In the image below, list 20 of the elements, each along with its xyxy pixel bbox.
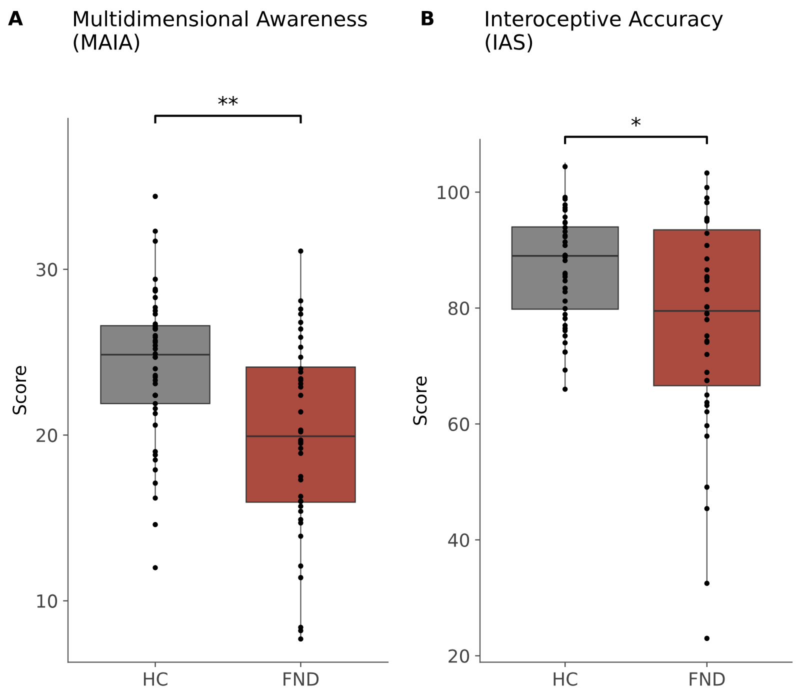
y-tick-label: 40 bbox=[448, 533, 470, 547]
y-tick-label: 80 bbox=[448, 302, 470, 316]
text: B bbox=[422, 11, 434, 26]
x-tick-label: HC bbox=[554, 672, 578, 686]
text: A bbox=[8, 11, 23, 26]
x-tick-label: HC bbox=[144, 672, 168, 686]
chart-title: Multidimensional Awareness (MAIA) bbox=[74, 10, 367, 52]
y-axis-title: Score bbox=[413, 376, 427, 425]
y-axis-title: Score bbox=[12, 366, 26, 414]
text: ** bbox=[218, 96, 238, 106]
y-tick-label: 20 bbox=[448, 649, 470, 663]
y-tick-label: 30 bbox=[36, 262, 58, 276]
y-tick-label: 60 bbox=[448, 417, 470, 432]
y-tick-label: 10 bbox=[37, 594, 58, 608]
chart-title: Interoceptive Accuracy (IAS) bbox=[486, 10, 723, 52]
y-tick-label: 100 bbox=[438, 186, 470, 200]
y-tick-label: 20 bbox=[36, 428, 58, 442]
x-tick-label: FND bbox=[690, 672, 725, 686]
x-tick-label: FND bbox=[284, 672, 319, 686]
text: * bbox=[631, 116, 641, 126]
